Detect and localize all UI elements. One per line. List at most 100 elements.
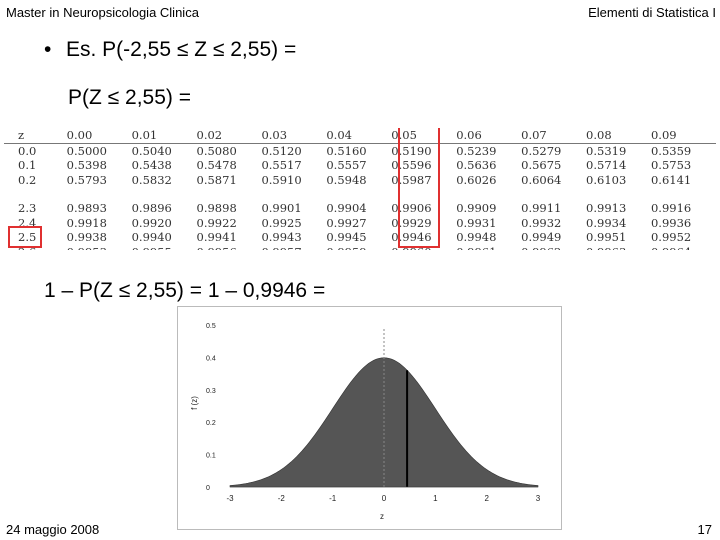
table-cell: 0.6064 <box>521 172 562 187</box>
highlight-column-box <box>398 128 440 248</box>
y-tick-label: 0.4 <box>206 355 216 362</box>
table-cell: 0.5832 <box>131 172 172 187</box>
z-row-label: 2.5 <box>18 230 37 244</box>
x-tick-label: -1 <box>329 494 337 503</box>
table-cell: 0.00 <box>66 128 132 144</box>
table-cell: 0.9934 <box>586 215 627 230</box>
table-cell: 0.9929 <box>391 215 432 230</box>
table-cell: 0.9898 <box>196 201 237 215</box>
table-cell: 0.9956 <box>197 245 262 251</box>
table-row: 2.4 0.9918 0.9920 0.9922 0.9925 0.9927 0.9929 0… <box>4 216 716 231</box>
table-cell: 0.5319 <box>586 143 627 158</box>
table-cell: 0.6141 <box>650 172 692 187</box>
table-cell: 0.9938 <box>66 230 107 244</box>
z-row-label: 2.3 <box>18 201 37 215</box>
table-row: 2.60.99530.99550.99560.99570.99590.99600… <box>4 245 716 251</box>
table-cell: 0.5438 <box>131 158 172 172</box>
table-cell: 0.9948 <box>456 230 497 244</box>
table-cell: 0.9913 <box>586 201 627 215</box>
z-row-label: 0.0 <box>18 143 37 158</box>
x-tick-label: 3 <box>536 494 541 503</box>
table-cell: 0.9952 <box>650 230 692 244</box>
page-number: 17 <box>697 522 712 537</box>
footer-date: 24 maggio 2008 <box>6 522 100 537</box>
table-cell: 0.09 <box>650 128 716 144</box>
table-cell: 0.9931 <box>456 215 497 230</box>
x-tick-label: 2 <box>484 494 489 503</box>
table-cell: 0.5987 <box>391 172 432 187</box>
table-row: 0.1 0.5398 0.5438 0.5478 0.5517 0.5557 0.5596 0… <box>4 158 716 173</box>
table-cell: 0.9951 <box>586 230 627 244</box>
table-cell: 0.9922 <box>196 215 237 230</box>
x-axis-label: z <box>380 512 384 521</box>
table-cell: 0.9943 <box>261 230 302 244</box>
normal-curve-chart: -3 -2 -1 0 1 2 3 0 0.1 0.2 0.3 0.4 0.5 z f (z) <box>177 306 562 530</box>
table-cell: 0.01 <box>131 128 197 144</box>
table-cell: 0.9918 <box>66 215 107 230</box>
normal-curve-svg: -3 -2 -1 0 1 2 3 0 0.1 0.2 0.3 0.4 0.5 z f (z) <box>190 323 541 521</box>
table-cell: 0.9955 <box>132 245 197 251</box>
table-cell: 0.9959 <box>326 245 391 251</box>
header-topic-title: Elementi di Statistica I <box>588 5 716 20</box>
table-cell: 0.9927 <box>326 215 367 230</box>
table-cell: 0.5793 <box>66 172 107 187</box>
table-cell: 0.5557 <box>326 158 367 172</box>
table-cell: 0.6103 <box>586 172 627 187</box>
table-cell: 0.9940 <box>131 230 172 244</box>
bullet-icon: • <box>44 38 52 61</box>
table-cell: 0.08 <box>586 128 651 144</box>
table-cell: 0.9961 <box>456 245 521 251</box>
table-cell: 0.9916 <box>650 201 692 215</box>
table-cell: 0.9964 <box>651 245 716 251</box>
z-table-excerpt: z 0.00 0.01 0.02 0.03 0.04 0.05 0.06 0.07 0.08 0.0… <box>4 128 716 250</box>
table-cell: 0.9893 <box>66 201 107 215</box>
table-cell: 0.9911 <box>521 201 562 215</box>
table-cell: 0.5040 <box>131 143 172 158</box>
table-cell: 0.9963 <box>586 245 651 251</box>
table-cell: 0.9953 <box>67 245 132 251</box>
table-cell: 0.9920 <box>131 215 172 230</box>
table-cell: 0.5910 <box>261 172 302 187</box>
table-cell: 0.03 <box>261 128 327 144</box>
table-cell: 0.5753 <box>650 158 692 172</box>
table-cell: 0.5398 <box>66 158 107 172</box>
table-cell: 0.9901 <box>261 201 302 215</box>
y-tick-label: 0 <box>206 485 210 492</box>
table-cell: 0.9932 <box>521 215 562 230</box>
example-text: Es. P(-2,55 ≤ Z ≤ 2,55) = <box>66 38 297 61</box>
table-cell: 0.5120 <box>261 143 302 158</box>
table-header-row: z 0.00 0.01 0.02 0.03 0.04 0.05 0.06 0.07 0.08 0.0… <box>4 128 716 144</box>
table-cell: 0.5636 <box>456 158 497 172</box>
table-cell: 0.9925 <box>261 215 302 230</box>
cumulative-line: P(Z ≤ 2,55) = <box>68 86 191 109</box>
z-row-label: z <box>4 128 67 144</box>
table-cell: 0.6026 <box>456 172 497 187</box>
table-cell: 0.9936 <box>650 215 692 230</box>
table-cell: 0.9946 <box>391 230 432 244</box>
table-cell: 0.5517 <box>261 158 302 172</box>
y-tick-label: 0.5 <box>206 323 216 330</box>
table-cell: 0.9896 <box>131 201 172 215</box>
x-tick-label: 0 <box>382 494 387 503</box>
table-cell: 0.5675 <box>521 158 562 172</box>
table-row: 2.3 0.9893 0.9896 0.9898 0.9901 0.9904 0.9906 0… <box>4 201 716 216</box>
y-tick-label: 0.1 <box>206 453 216 460</box>
table-cell: 0.9957 <box>261 245 326 251</box>
table-cell: 0.04 <box>326 128 392 144</box>
table-cell: 0.5239 <box>456 143 497 158</box>
table-cell: 0.5160 <box>326 143 367 158</box>
table-cell: 0.5948 <box>326 172 367 187</box>
example-line: • Es. P(-2,55 ≤ Z ≤ 2,55) = <box>44 38 296 62</box>
table-row: 2.5 0.9938 0.9940 0.9941 0.9943 0.9945 0.9946 0… <box>4 230 716 245</box>
table-cell: 0.9949 <box>521 230 562 244</box>
table-cell: 0.9904 <box>326 201 367 215</box>
table-cell: 0.9941 <box>196 230 237 244</box>
y-tick-label: 0.2 <box>206 420 216 427</box>
table-cell: 0.02 <box>196 128 262 144</box>
table-cell: 0.9909 <box>456 201 497 215</box>
x-tick-label: -2 <box>278 494 286 503</box>
table-cell: 0.9906 <box>391 201 432 215</box>
y-axis-label: f (z) <box>190 396 199 410</box>
table-cell: 0.5190 <box>391 143 432 158</box>
table-cell: 0.9945 <box>326 230 367 244</box>
